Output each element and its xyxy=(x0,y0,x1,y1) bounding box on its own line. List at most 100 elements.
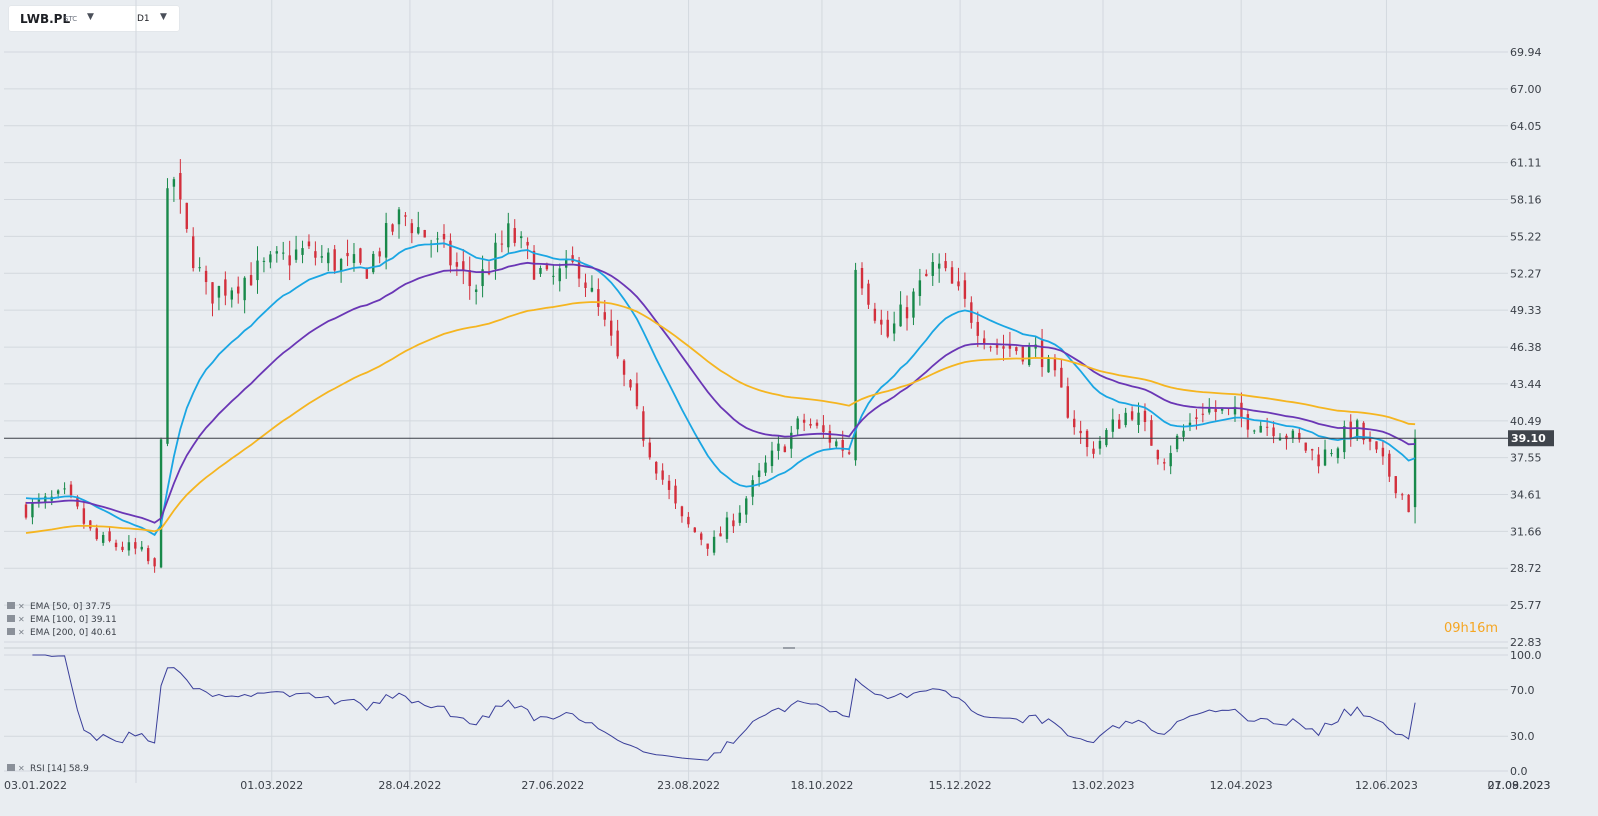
candle-body xyxy=(63,488,66,490)
chevron-down-icon[interactable]: ▼ xyxy=(87,12,94,22)
candle-body xyxy=(1053,357,1057,371)
candle-body xyxy=(539,267,542,274)
ema-line xyxy=(25,242,1416,537)
countdown-hours: 09 xyxy=(1444,621,1461,636)
market-label: STC xyxy=(64,15,78,23)
candle-body xyxy=(770,450,774,467)
price-tick-label: 58.16 xyxy=(1510,194,1542,207)
price-line: 39.10 xyxy=(4,430,1554,447)
time-tick-label: 27.06.2022 xyxy=(521,779,584,792)
candle-body xyxy=(1105,430,1108,446)
candle-body xyxy=(134,542,137,549)
candle-body xyxy=(494,242,497,270)
candle-body xyxy=(757,470,761,477)
candle-body xyxy=(1066,386,1069,418)
chart-overlays: 09h16m xyxy=(1444,621,1498,636)
indicator-settings-icon[interactable] xyxy=(7,628,15,635)
candle-body xyxy=(282,252,285,254)
candle-body xyxy=(899,304,902,327)
candle-body xyxy=(809,423,812,426)
candle-body xyxy=(82,508,86,524)
candle-body xyxy=(359,248,362,263)
candle-body xyxy=(1388,453,1391,477)
price-tick-label: 40.49 xyxy=(1510,415,1542,428)
candle-body xyxy=(944,261,947,269)
candle-body xyxy=(532,250,536,280)
timeframe-label[interactable]: D1 xyxy=(137,14,150,24)
candle-body xyxy=(635,383,639,407)
candle-body xyxy=(1060,367,1063,388)
candle-body xyxy=(468,270,471,287)
candle-body xyxy=(597,289,600,307)
candle-body xyxy=(410,223,414,234)
last-price-value: 39.10 xyxy=(1511,432,1546,445)
candle-body xyxy=(1163,462,1166,464)
candle-body xyxy=(526,241,529,246)
price-tick-label: 22.83 xyxy=(1510,636,1542,649)
candle-body xyxy=(867,283,870,305)
candle-body xyxy=(564,258,568,268)
candle-body xyxy=(140,546,143,550)
candle-body xyxy=(404,215,407,217)
candle-body xyxy=(455,262,459,267)
candle-body xyxy=(24,504,28,518)
candle-body xyxy=(1047,357,1050,373)
candle-body xyxy=(301,248,304,255)
rsi-label: RSI [14] 58.9 xyxy=(30,764,89,774)
time-tick-label: 03.01.2022 xyxy=(4,779,67,792)
candle-body xyxy=(198,267,201,269)
candle-body xyxy=(372,253,375,273)
candle-body xyxy=(352,254,356,264)
candle-body xyxy=(230,290,233,300)
instrument-toolbar[interactable]: LWB.PL STC ▼ D1 ▼ xyxy=(9,6,179,31)
candle-body xyxy=(802,419,806,423)
rsi-axis: 100.0 70.0 30.0 0.0 xyxy=(1510,649,1542,778)
candle-body xyxy=(500,243,504,245)
candle-body xyxy=(828,430,832,443)
candle-body xyxy=(610,320,613,336)
candle-body xyxy=(179,173,182,200)
indicator-settings-icon[interactable] xyxy=(7,764,15,771)
candle-body xyxy=(892,323,896,334)
candle-body xyxy=(1400,494,1404,496)
candle-body xyxy=(1137,412,1140,425)
candle-body xyxy=(391,224,394,232)
price-tick-label: 43.44 xyxy=(1510,378,1542,391)
candle-body xyxy=(558,268,561,282)
remove-indicator-icon: ✕ xyxy=(18,615,25,624)
time-tick-label: 12.04.2023 xyxy=(1210,779,1273,792)
rsi-tick-label: 30.0 xyxy=(1510,730,1535,743)
indicator-label: EMA [50, 0] 37.75 xyxy=(30,602,111,612)
candle-body xyxy=(1021,346,1024,362)
candle-body xyxy=(1150,420,1153,446)
indicator-settings-icon[interactable] xyxy=(7,615,15,622)
candle-body xyxy=(127,542,131,551)
candle-body xyxy=(146,548,150,562)
ema-series xyxy=(25,242,1416,537)
chevron-down-icon[interactable]: ▼ xyxy=(160,12,167,22)
candle-body xyxy=(989,346,992,348)
candle-body xyxy=(307,241,311,247)
candle-body xyxy=(918,280,922,297)
ema-line xyxy=(25,301,1416,534)
candle-body xyxy=(860,267,864,289)
candle-body xyxy=(950,267,954,284)
candle-body xyxy=(661,470,664,480)
candle-body xyxy=(655,461,658,474)
indicator-settings-icon[interactable] xyxy=(7,602,15,609)
candle-body xyxy=(732,520,735,527)
candle-body xyxy=(1368,438,1372,442)
candle-body xyxy=(442,233,446,240)
symbol-label[interactable]: LWB.PL xyxy=(20,12,71,26)
candle-body xyxy=(880,319,883,325)
rsi-line xyxy=(32,654,1416,761)
price-tick-label: 49.33 xyxy=(1510,304,1542,317)
price-axis: 69.94 67.00 64.05 61.11 58.16 55.22 52.27 49.33… xyxy=(1510,46,1542,649)
grid xyxy=(4,0,1508,783)
candle-body xyxy=(436,238,439,240)
candle-body xyxy=(1285,435,1288,440)
remove-indicator-icon: ✕ xyxy=(18,602,25,611)
candle-body xyxy=(616,330,619,357)
